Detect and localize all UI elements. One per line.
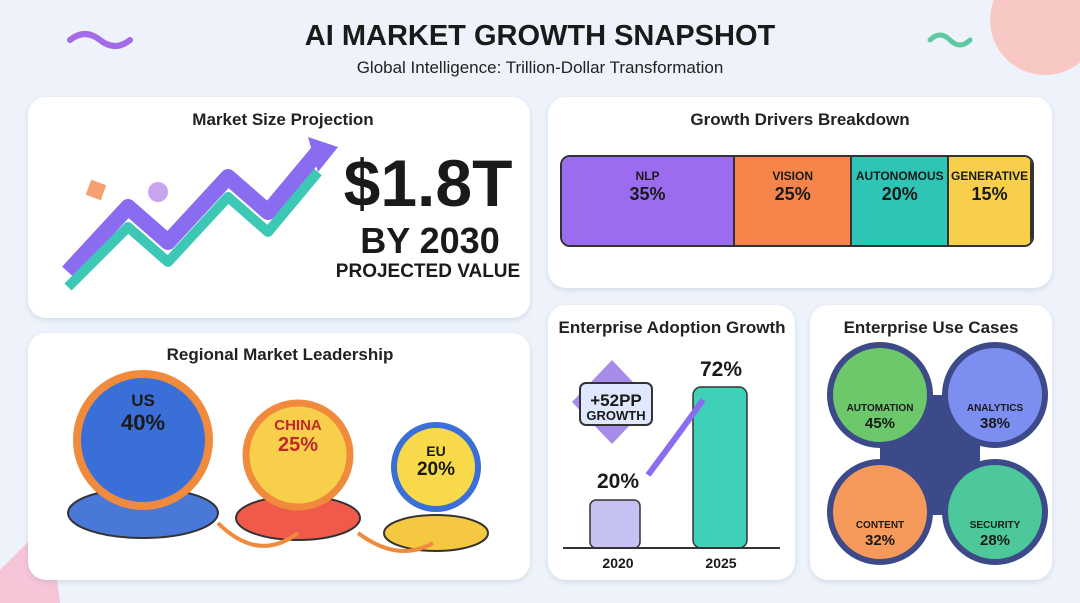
arrow-head <box>308 137 338 172</box>
decor-circle <box>148 182 168 202</box>
use-cases-card: Enterprise Use Cases AUTOMATION 45% ANALYT… <box>810 305 1052 580</box>
driver-segment: AUTONOMOUS 20% <box>852 157 950 245</box>
card-title: Growth Drivers Breakdown <box>690 110 910 129</box>
driver-segment: VISION 25% <box>734 157 853 245</box>
use-case-graphics <box>827 342 1048 565</box>
adoption-card: Enterprise Adoption Growth +52PP GROWTH … <box>548 305 795 580</box>
use-case-value: 38% <box>979 415 1011 432</box>
bar-2020 <box>589 499 641 549</box>
use-case-label: SECURITY <box>969 520 1021 531</box>
use-case-circle <box>942 459 1048 565</box>
market-value: $1.8T <box>343 146 513 220</box>
growth-arrow <box>62 137 338 291</box>
growth-drivers-card: Growth Drivers Breakdown NLP 35% VISION 25%… <box>548 97 1052 288</box>
region-graphics <box>67 370 489 553</box>
use-case-label: AUTOMATION <box>846 403 914 414</box>
card-title: Market Size Projection <box>192 110 374 129</box>
use-case-label: ANALYTICS <box>966 403 1024 414</box>
growth-arrow <box>645 398 706 477</box>
decor-cube <box>85 179 107 201</box>
card-title: Regional Market Leadership <box>166 345 394 364</box>
segment-value: 35% <box>629 184 666 204</box>
region-circle <box>391 422 481 512</box>
segment-value: 15% <box>971 184 1008 204</box>
region-label: US <box>131 391 155 410</box>
adoption-graphics <box>563 360 780 549</box>
title: AI MARKET GROWTH SNAPSHOT <box>304 20 776 52</box>
region-value: 20% <box>416 459 456 480</box>
bar-year: 2025 <box>705 555 737 571</box>
segment-value: 25% <box>774 184 811 204</box>
bar-year: 2020 <box>602 555 634 571</box>
driver-bar: NLP 35% VISION 25% AUTONOMOUS 20% GENERATIVE 15… <box>560 155 1034 247</box>
use-case-circle <box>827 342 933 448</box>
use-case-value: 28% <box>979 532 1011 549</box>
segment-label: AUTONOMOUS <box>855 169 944 183</box>
badge-caption: GROWTH <box>586 408 646 423</box>
arrow-line <box>64 168 322 291</box>
bar-value: 72% <box>699 358 743 381</box>
use-case-circle <box>827 459 933 565</box>
region-value: 25% <box>277 434 319 456</box>
region-circle <box>242 399 354 511</box>
subtitle: Global Intelligence: Trillion-Dollar Tra… <box>356 58 724 77</box>
bar-value: 20% <box>596 470 640 493</box>
region-value: 40% <box>120 410 166 435</box>
use-case-label: CONTENT <box>855 520 905 531</box>
decor-blob <box>990 0 1080 75</box>
segment-value: 20% <box>881 184 918 204</box>
driver-segment: GENERATIVE 15% <box>949 157 1032 245</box>
flow-arrow <box>216 521 434 553</box>
market-caption: PROJECTED VALUE <box>335 261 521 282</box>
pedestal <box>383 514 489 552</box>
badge-box <box>579 382 653 426</box>
arrow-line <box>62 146 325 278</box>
decor-squiggle <box>927 32 973 48</box>
bar-2025 <box>692 386 748 549</box>
use-case-circle <box>942 342 1048 448</box>
segment-label: VISION <box>772 169 814 183</box>
badge-value: +52PP <box>590 391 642 410</box>
use-case-value: 32% <box>864 532 896 549</box>
segment-label: GENERATIVE <box>951 169 1029 183</box>
decor-squiggle <box>67 31 133 49</box>
card-title: Enterprise Use Cases <box>843 318 1019 337</box>
card-title: Enterprise Adoption Growth <box>558 318 786 337</box>
region-label: EU <box>426 443 446 459</box>
market-size-card: Market Size Projection $1.8T BY 2030 PRO… <box>28 97 530 318</box>
region-circle <box>73 370 213 510</box>
use-case-value: 45% <box>864 415 896 432</box>
region-label: CHINA <box>274 417 322 434</box>
driver-segment: NLP 35% <box>562 157 735 245</box>
regional-card: Regional Market Leadership US 40% CHINA 25%… <box>28 333 530 580</box>
segment-label: NLP <box>635 169 660 183</box>
market-year: BY 2030 <box>360 220 500 261</box>
